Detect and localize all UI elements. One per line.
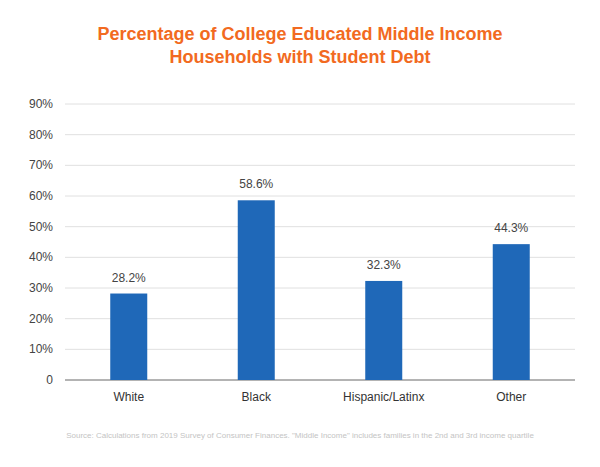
- data-label: 58.6%: [239, 177, 273, 191]
- y-tick-label: 60%: [29, 189, 53, 203]
- x-tick-label: Other: [496, 390, 526, 404]
- y-tick-label: 90%: [29, 97, 53, 111]
- title-line: Households with Student Debt: [170, 47, 431, 67]
- grid-line: [65, 104, 575, 105]
- data-label: 32.3%: [367, 258, 401, 272]
- data-label: 44.3%: [494, 221, 528, 235]
- y-tick-label: 30%: [29, 281, 53, 295]
- y-tick-label: 20%: [29, 312, 53, 326]
- y-tick-label: 40%: [29, 250, 53, 264]
- bars: [110, 200, 530, 380]
- chart: Percentage of College Educated Middle In…: [0, 0, 600, 467]
- y-tick-label: 10%: [29, 342, 53, 356]
- x-tick-label: Hispanic/Latinx: [343, 390, 424, 404]
- y-tick-label: 70%: [29, 158, 53, 172]
- grid: [65, 104, 575, 380]
- grid-line: [65, 165, 575, 166]
- grid-line: [65, 196, 575, 197]
- title-line: Percentage of College Educated Middle In…: [97, 24, 502, 44]
- grid-line: [65, 134, 575, 135]
- bar: [238, 200, 275, 380]
- bar: [110, 294, 147, 380]
- x-tick-label: Black: [242, 390, 272, 404]
- title: Percentage of College Educated Middle In…: [97, 24, 502, 67]
- bar: [365, 281, 402, 380]
- data-label: 28.2%: [112, 271, 146, 285]
- y-tick-label: 0: [46, 373, 53, 387]
- bar: [493, 244, 530, 380]
- y-tick-label: 50%: [29, 220, 53, 234]
- x-tick-label: White: [113, 390, 144, 404]
- source-note: Source: Calculations from 2019 Survey of…: [66, 431, 534, 440]
- y-tick-label: 80%: [29, 128, 53, 142]
